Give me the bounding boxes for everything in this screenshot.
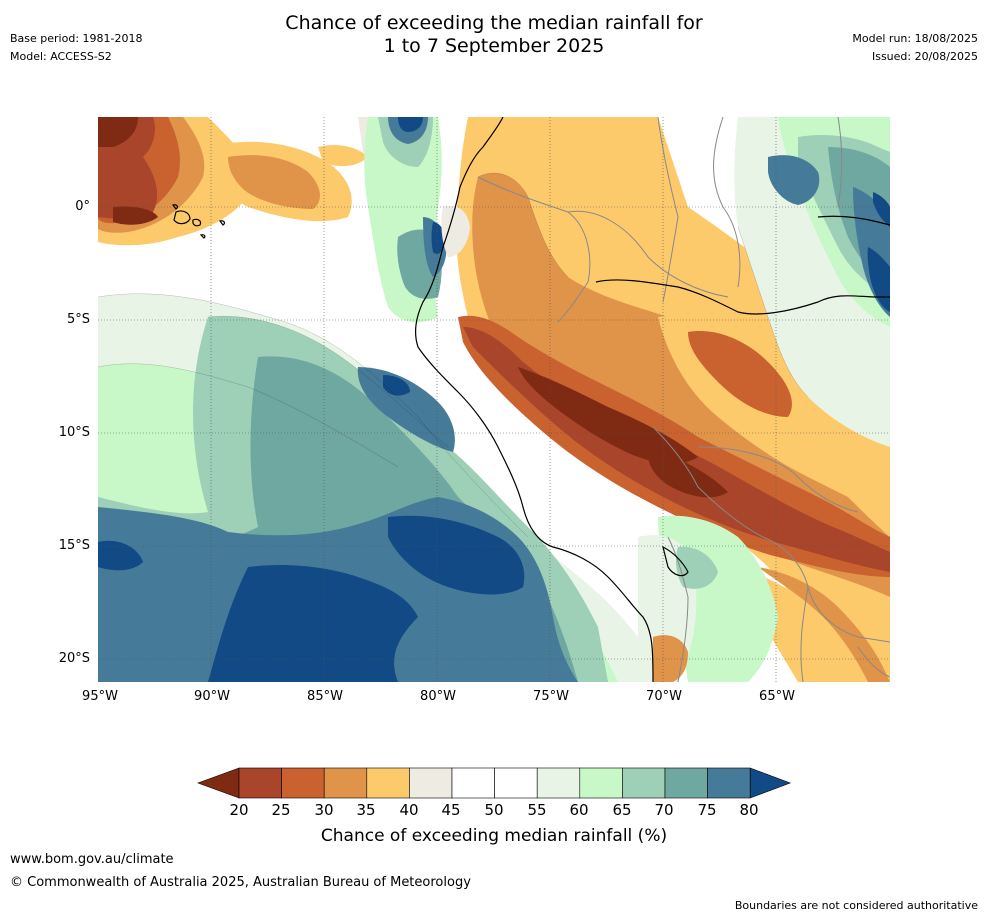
issued-text: Issued: 20/08/2025 — [871, 50, 978, 63]
colorbar-swatch — [323, 767, 368, 799]
n-central-light-orange — [318, 145, 368, 167]
model-text: Model: ACCESS-S2 — [10, 50, 112, 63]
colorbar-swatch — [536, 767, 581, 799]
sw-ocean-blue-dark — [208, 565, 418, 682]
east-red-orange — [688, 331, 792, 417]
sw-coast-blue-dark — [383, 375, 410, 396]
s-east-orange-bottom — [653, 635, 688, 682]
lat-label-0: 0° — [75, 199, 90, 214]
country-borders — [477, 117, 890, 682]
meta-right: Model run: 18/08/2025 Issued: 20/08/2025 — [852, 30, 978, 66]
title-line-2: 1 to 7 September 2025 — [383, 35, 605, 57]
lat-label-5s: 5°S — [66, 312, 90, 327]
colorbar-swatch — [707, 767, 751, 799]
lon-label-65w: 65°W — [759, 689, 795, 704]
colorbar-swatch — [409, 767, 453, 799]
lon-label-95w: 95°W — [82, 689, 118, 704]
colorbar-swatch — [238, 767, 282, 799]
colorbar-tick: 55 — [527, 801, 547, 819]
colorbar-tick: 65 — [612, 801, 632, 819]
lon-label-80w: 80°W — [420, 689, 456, 704]
nw-dark-brown — [98, 117, 138, 147]
lon-label-70w: 70°W — [646, 689, 682, 704]
colorbar-swatch — [579, 767, 623, 799]
sw-coast-blue — [357, 367, 455, 452]
sw-ocean-blue-dark-3 — [98, 540, 143, 571]
colorbar-tick: 25 — [271, 801, 291, 819]
colorbar-swatch — [366, 767, 410, 799]
colorbar-label: Chance of exceeding median rainfall (%) — [320, 826, 668, 846]
brazil-blue-dark — [867, 247, 890, 312]
lat-label-10s: 10°S — [58, 425, 90, 440]
lon-label-85w: 85°W — [307, 689, 343, 704]
colorbar-tick: 70 — [654, 801, 674, 819]
nw-dark-brown-2 — [113, 206, 158, 225]
colorbar-swatch — [281, 767, 325, 799]
meta-left: Base period: 1981-2018 Model: ACCESS-S2 — [10, 30, 142, 66]
colorbar-swatch — [622, 767, 666, 799]
colorbar-tick: 50 — [484, 801, 504, 819]
colorbar-arrow-low — [197, 767, 240, 799]
footer-boundary-note: Boundaries are not considered authoritat… — [734, 899, 978, 912]
colorbar-tick: 20 — [229, 801, 249, 819]
colorbar-tick: 45 — [441, 801, 461, 819]
ecuador-blue-dark — [398, 117, 423, 132]
graticule — [98, 117, 890, 682]
lat-label-15s: 15°S — [58, 538, 90, 553]
base-period-text: Base period: 1981-2018 — [10, 32, 143, 45]
colorbar-tick: 80 — [739, 801, 759, 819]
rainfall-map — [98, 117, 890, 682]
title-line-1: Chance of exceeding the median rainfall … — [285, 12, 703, 34]
s-east-orange — [758, 567, 890, 682]
sw-ocean-blue-dark-2 — [388, 515, 525, 595]
colorbar-swatch — [494, 767, 538, 799]
colorbar-tick: 30 — [314, 801, 334, 819]
footer-url[interactable]: www.bom.gov.au/climate — [10, 852, 174, 867]
map-canvas — [98, 117, 890, 682]
colorbar-swatch — [664, 767, 708, 799]
galapagos-islands — [171, 204, 226, 239]
colorbar-tick: 35 — [356, 801, 376, 819]
n-central-orange-2 — [228, 155, 320, 209]
colorbar-arrow-high — [749, 767, 792, 799]
lon-label-75w: 75°W — [533, 689, 569, 704]
colorbar-tick: 60 — [569, 801, 589, 819]
coastline — [414, 117, 890, 682]
brazil-blue-dark-2 — [873, 192, 890, 227]
coast-gray-band — [441, 205, 470, 257]
footer-copyright: © Commonwealth of Australia 2025, Austra… — [10, 875, 471, 890]
peru-dark-brown-2 — [647, 447, 728, 498]
colorbar — [197, 767, 792, 799]
contour-lines — [98, 172, 809, 538]
peru-dark-brown — [518, 367, 698, 464]
model-run-text: Model run: 18/08/2025 — [852, 32, 978, 45]
colorbar-tick: 40 — [399, 801, 419, 819]
colorbar-swatch — [451, 767, 495, 799]
lon-label-90w: 90°W — [194, 689, 230, 704]
s-east-teal — [675, 546, 718, 589]
brazil-blue — [768, 155, 820, 205]
map-title: Chance of exceeding the median rainfall … — [0, 12, 988, 58]
lat-label-20s: 20°S — [58, 651, 90, 666]
colorbar-tick: 75 — [697, 801, 717, 819]
